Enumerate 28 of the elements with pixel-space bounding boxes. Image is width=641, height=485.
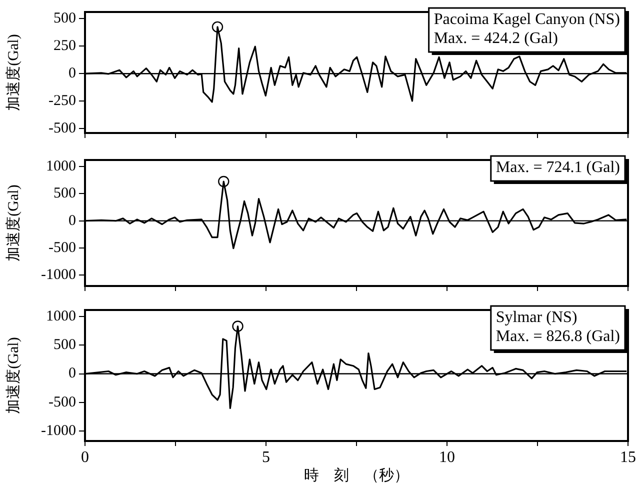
annotation: Max. = 826.8 (Gal) — [496, 328, 620, 346]
y-tick-label: 250 — [54, 38, 76, 54]
y-axis-title: 加速度(Gal) — [4, 34, 22, 111]
annotation: Pacoima Kagel Canyon (NS) — [434, 11, 620, 28]
y-tick-label: -1000 — [41, 267, 76, 284]
y-tick-label: 1000 — [46, 308, 76, 324]
y-tick-label: -500 — [48, 120, 76, 137]
x-tick-label: 10 — [439, 448, 455, 466]
x-tick-label: 0 — [81, 448, 89, 466]
y-tick-label: 0 — [68, 66, 76, 82]
annotation: Max. = 424.2 (Gal) — [434, 30, 558, 48]
x-tick-label: 5 — [262, 448, 270, 466]
y-tick-label: -500 — [48, 394, 76, 410]
y-tick-label: 0 — [68, 366, 76, 382]
y-tick-label: -500 — [48, 240, 76, 256]
y-tick-label: -250 — [48, 93, 76, 110]
x-axis-title: 時 刻 （秒） — [304, 466, 409, 484]
y-tick-label: 500 — [54, 186, 76, 202]
y-tick-label: 0 — [68, 212, 76, 229]
x-tick-label: 15 — [620, 448, 636, 466]
y-tick-label: 500 — [54, 336, 76, 353]
annotation: Max. = 724.1 (Gal) — [496, 159, 620, 176]
y-tick-label: 1000 — [46, 158, 76, 174]
y-tick-label: -1000 — [41, 423, 76, 440]
annotation: Sylmar (NS) — [496, 309, 578, 326]
y-axis-title: 加速度(Gal) — [4, 184, 22, 262]
y-axis-title: 加速度(Gal) — [4, 337, 22, 414]
y-tick-label: 500 — [54, 10, 76, 27]
